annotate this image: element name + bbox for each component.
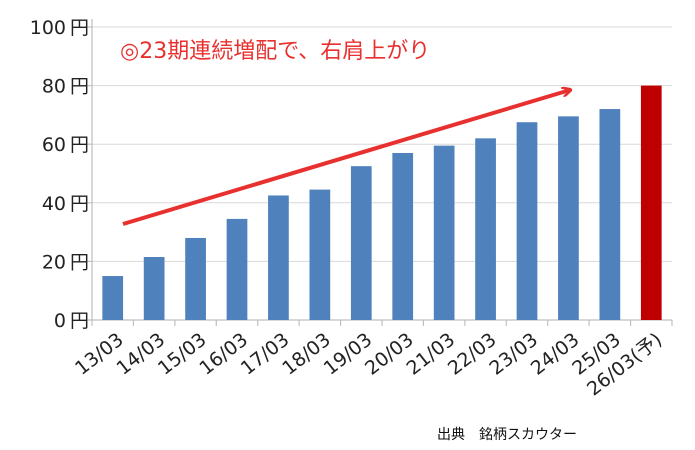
y-tick-unit-60: 円: [70, 134, 89, 156]
bar-20/03: [392, 152, 414, 320]
y-tick-unit-40: 円: [70, 193, 89, 215]
y-tick-label-80: 80: [42, 76, 66, 98]
bar-15/03: [185, 237, 206, 320]
annotation-text: ◎23期連続増配で、右肩上がり: [120, 39, 430, 64]
trend-arrow: [122, 90, 570, 226]
y-tick-unit-80: 円: [70, 76, 89, 98]
y-tick-unit-20: 円: [70, 251, 89, 273]
bar-19/03: [350, 166, 372, 320]
bar-23/03: [516, 122, 538, 320]
bar-14/03: [143, 257, 165, 320]
y-tick-label-20: 20: [42, 251, 66, 273]
bar-26/03(予): [640, 85, 662, 320]
bar-24/03: [558, 116, 579, 321]
source-note: 出典 銘柄スカウター: [437, 427, 577, 443]
y-tick-label-0: 0: [54, 310, 66, 332]
bar-25/03: [599, 109, 621, 320]
bar-21/03: [433, 145, 455, 320]
y-tick-label-100: 100: [30, 17, 66, 39]
bar-16/03: [226, 218, 248, 320]
bar-17/03: [268, 195, 289, 320]
y-tick-unit-100: 円: [70, 17, 89, 39]
bar-13/03: [102, 276, 124, 320]
bar-22/03: [475, 138, 496, 320]
y-tick-label-60: 60: [42, 134, 66, 156]
bar-18/03: [309, 189, 331, 320]
y-tick-unit-0: 円: [70, 310, 89, 332]
y-tick-label-40: 40: [42, 193, 66, 215]
